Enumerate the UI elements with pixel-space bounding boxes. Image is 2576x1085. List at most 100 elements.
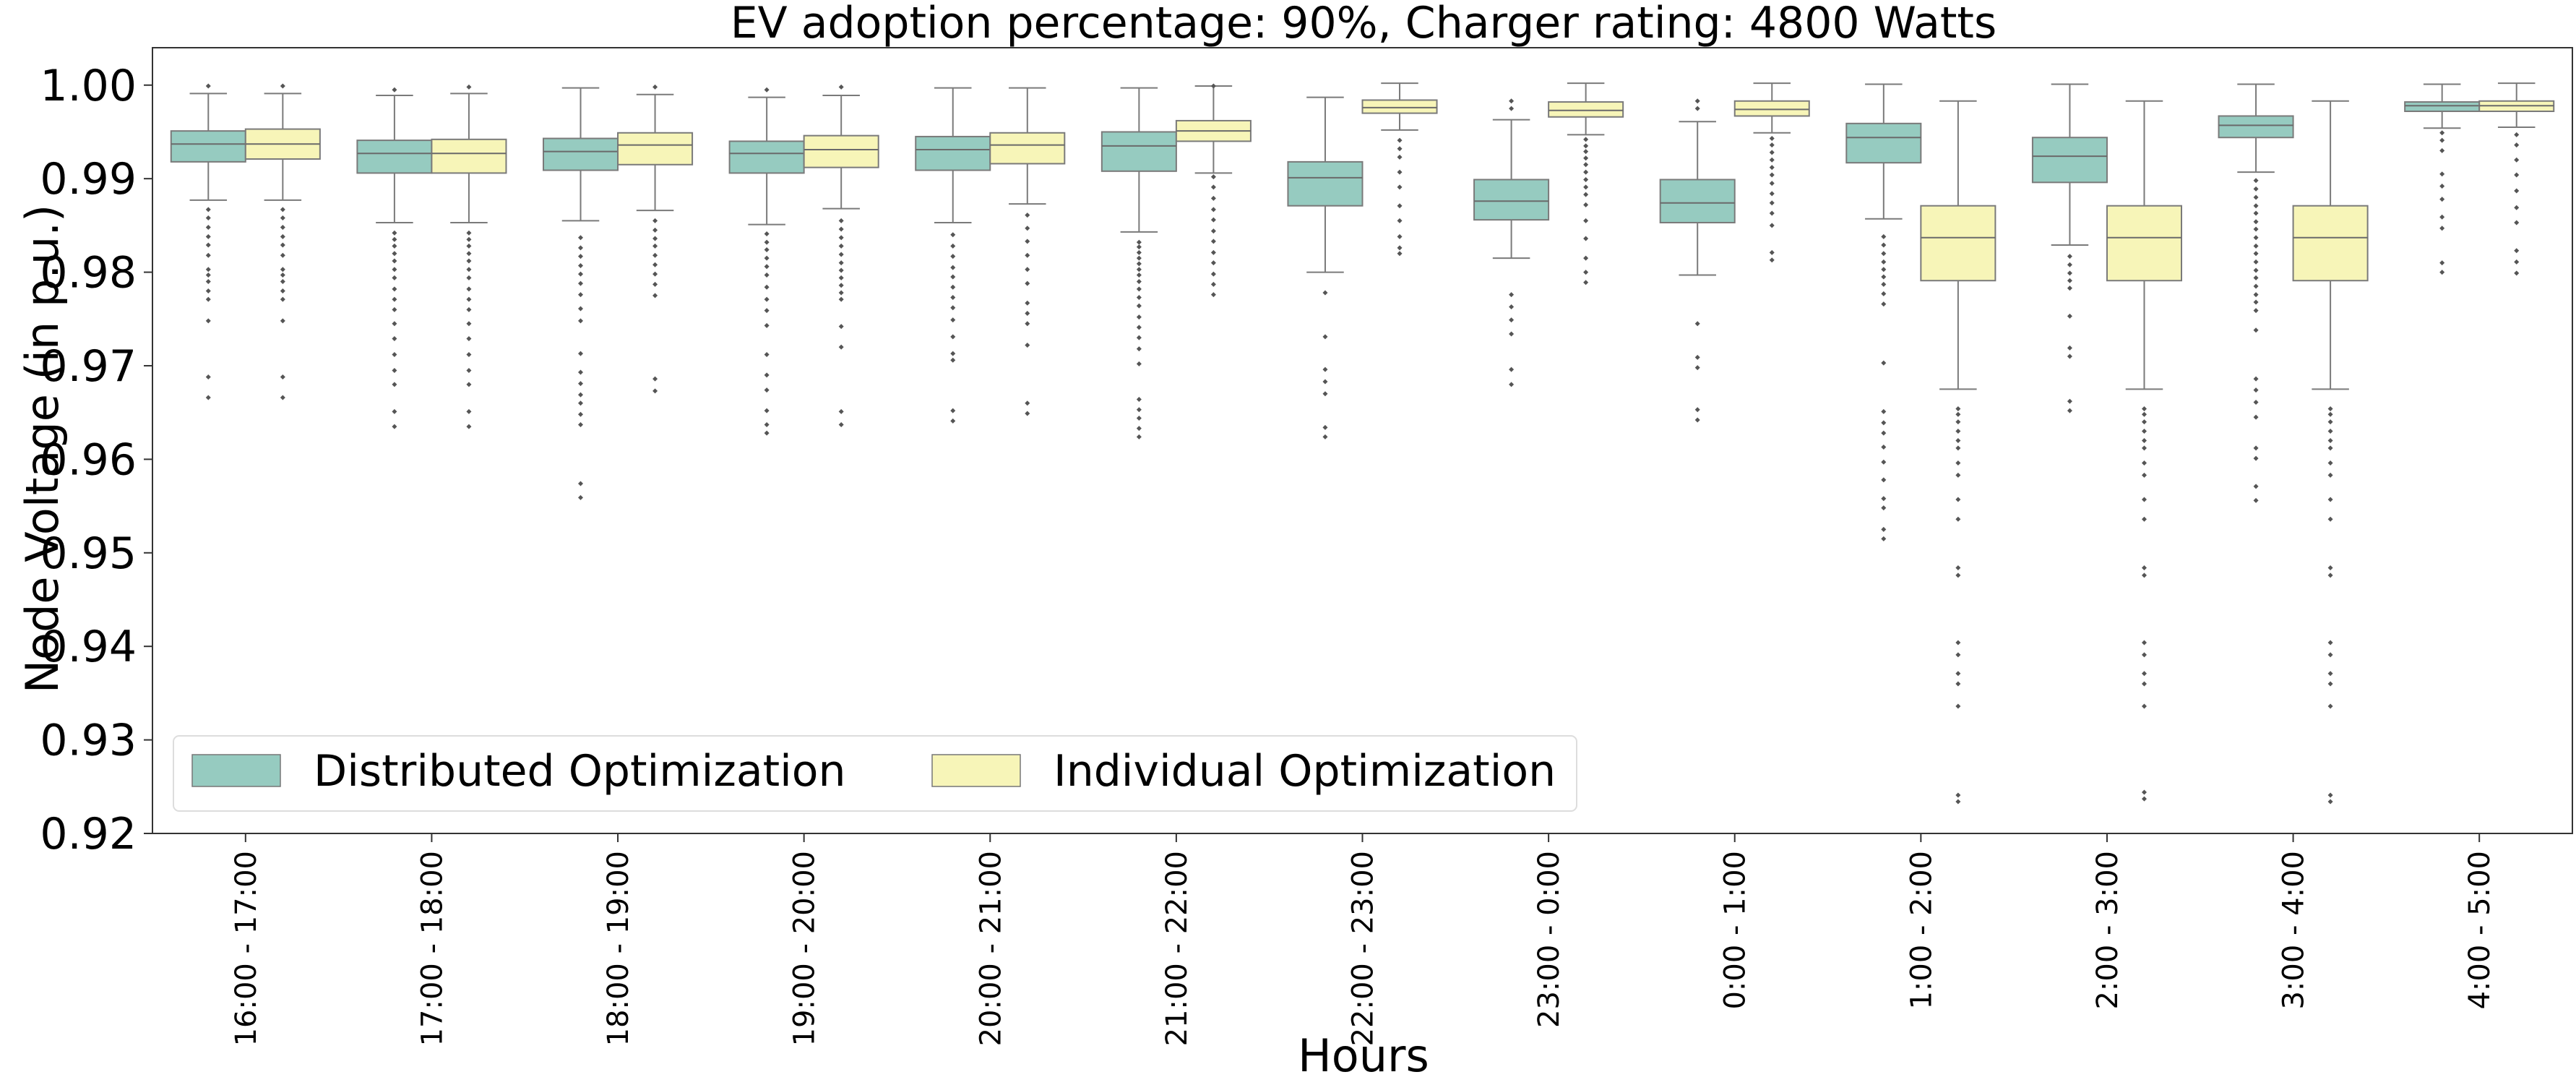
outlier-point: [1210, 292, 1216, 298]
outlier-point: [466, 296, 472, 302]
outlier-point: [2327, 472, 2333, 478]
outlier-point: [838, 84, 844, 90]
outlier-point: [280, 242, 285, 248]
outlier-point: [1583, 143, 1589, 149]
outlier-point: [466, 408, 472, 414]
outlier-point: [764, 231, 770, 237]
outlier-point: [466, 351, 472, 357]
outlier-point: [2514, 259, 2520, 265]
outlier-point: [2141, 640, 2147, 646]
outlier-point: [2253, 259, 2259, 265]
box-body: [2106, 205, 2183, 282]
outlier-point: [578, 271, 584, 277]
outlier-point: [1136, 286, 1142, 292]
x-tick-label: 20:00 - 21:00: [974, 851, 1007, 1046]
outlier-point: [1136, 415, 1142, 421]
outlier-point: [1955, 652, 1961, 658]
x-tick-label: 23:00 - 0:00: [1533, 851, 1566, 1028]
outlier-point: [1397, 203, 1403, 209]
outlier-point: [1769, 172, 1775, 178]
outlier-point: [466, 275, 472, 280]
outlier-point: [578, 245, 584, 251]
outlier-point: [2141, 703, 2147, 709]
outlier-point: [2253, 235, 2259, 241]
outlier-point: [1397, 154, 1403, 160]
box-body: [1473, 179, 1550, 221]
outlier-point: [950, 295, 956, 301]
outlier-point: [1136, 426, 1142, 432]
outlier-point: [1322, 391, 1328, 397]
outlier-point: [392, 382, 397, 387]
outlier-point: [1769, 142, 1775, 148]
outlier-point: [2439, 147, 2445, 153]
box-individual-optimization-7: [1548, 82, 1624, 286]
outlier-point: [2067, 345, 2072, 351]
outlier-point: [2327, 445, 2333, 451]
outlier-point: [2253, 203, 2259, 209]
outlier-point: [1583, 137, 1589, 142]
outlier-point: [1025, 311, 1030, 317]
outlier-point: [1397, 184, 1403, 190]
box-individual-optimization-0: [244, 83, 321, 400]
outlier-point: [1136, 325, 1142, 330]
outlier-point: [2327, 516, 2333, 522]
box-distributed-optimization-9: [1845, 83, 1922, 541]
outlier-point: [950, 305, 956, 311]
outlier-point: [2514, 142, 2520, 148]
outlier-point: [950, 274, 956, 280]
outlier-point: [2253, 399, 2259, 405]
outlier-point: [2327, 652, 2333, 658]
outlier-point: [1881, 259, 1887, 265]
outlier-point: [466, 243, 472, 249]
box-body: [915, 135, 991, 171]
outlier-point: [578, 235, 584, 241]
box-distributed-optimization-2: [542, 87, 619, 500]
outlier-point: [1769, 150, 1775, 155]
outlier-point: [1881, 459, 1887, 465]
outlier-point: [392, 230, 397, 236]
outlier-point: [205, 272, 211, 278]
outlier-point: [578, 280, 584, 286]
outlier-point: [1955, 516, 1961, 522]
outlier-point: [2253, 299, 2259, 305]
outlier-point: [392, 275, 397, 280]
outlier-point: [280, 374, 285, 380]
outlier-point: [1881, 233, 1887, 239]
outlier-point: [838, 408, 844, 414]
outlier-point: [205, 279, 211, 285]
outlier-point: [466, 367, 472, 373]
outlier-point: [205, 318, 211, 324]
box-body: [170, 130, 246, 163]
outlier-point: [2253, 243, 2259, 249]
outlier-point: [1955, 565, 1961, 570]
outlier-point: [392, 236, 397, 242]
outlier-point: [950, 357, 956, 363]
outlier-point: [1694, 417, 1700, 423]
legend-swatch-distributed: [191, 754, 281, 787]
box-distributed-optimization-7: [1473, 98, 1550, 387]
outlier-point: [1769, 210, 1775, 216]
outlier-point: [838, 235, 844, 241]
box-body: [617, 132, 694, 166]
outlier-point: [2439, 260, 2445, 266]
outlier-point: [1881, 526, 1887, 532]
outlier-point: [1397, 137, 1403, 143]
outlier-point: [1955, 406, 1961, 412]
outlier-point: [1769, 157, 1775, 163]
outlier-point: [2253, 387, 2259, 393]
outlier-point: [1136, 314, 1142, 320]
outlier-point: [2141, 572, 2147, 578]
outlier-point: [2253, 445, 2259, 451]
outlier-point: [950, 243, 956, 249]
outlier-point: [280, 296, 285, 302]
outlier-point: [1136, 397, 1142, 403]
outlier-point: [2141, 429, 2147, 434]
outlier-point: [652, 376, 658, 382]
outlier-point: [764, 408, 770, 413]
outlier-point: [1881, 445, 1887, 450]
outlier-point: [1694, 354, 1700, 360]
outlier-point: [838, 252, 844, 257]
outlier-point: [1955, 671, 1961, 677]
box-individual-optimization-5: [1175, 83, 1252, 298]
outlier-point: [2439, 270, 2445, 275]
